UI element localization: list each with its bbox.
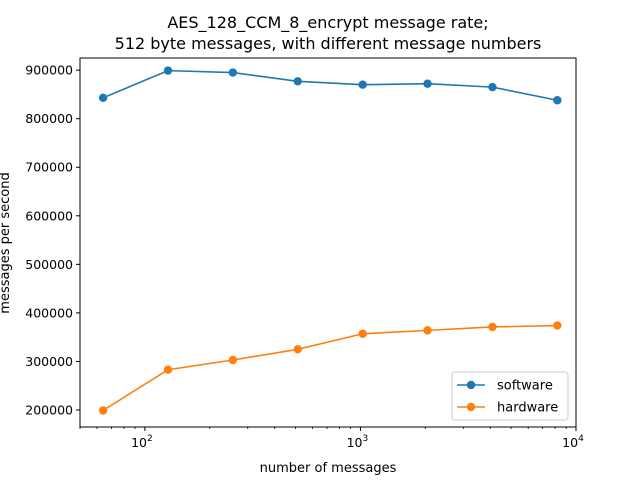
x-tick-base: 10	[562, 435, 578, 450]
data-point-software	[358, 80, 367, 89]
x-tick-exponent: 4	[578, 434, 584, 444]
y-axis-ticks: 200000 300000 400000 500000 600000 700000 8000…	[25, 63, 80, 418]
y-tick-label: 400000	[25, 305, 73, 320]
x-tick-label: 103	[347, 434, 369, 450]
data-point-software	[98, 93, 108, 103]
data-point-software	[163, 66, 173, 75]
data-point-hardware	[228, 355, 238, 365]
data-point-hardware	[488, 322, 497, 332]
y-tick-label: 900000	[25, 63, 73, 78]
y-tick-label: 300000	[25, 354, 73, 369]
series-line-software	[102, 69, 558, 102]
legend-label-hardware: hardware	[497, 401, 558, 416]
data-point-hardware	[553, 321, 562, 330]
data-point-hardware	[163, 365, 173, 374]
chart-title-line2: 512 byte messages, with different messag…	[115, 34, 542, 53]
legend: software hardware	[451, 371, 569, 421]
x-tick-exponent: 2	[147, 434, 153, 444]
y-tick-label: 700000	[25, 160, 73, 175]
x-tick-exponent: 3	[363, 434, 369, 444]
data-point-software	[553, 96, 562, 105]
legend-box	[451, 371, 569, 421]
series-line-hardware	[102, 324, 558, 412]
legend-label-software: software	[497, 379, 553, 394]
legend-marker-hardware	[466, 402, 476, 412]
y-tick-label: 500000	[25, 257, 73, 272]
data-point-hardware	[423, 326, 432, 335]
data-point-software	[423, 79, 432, 88]
x-tick-label: 102	[131, 434, 153, 450]
y-tick-label: 800000	[25, 111, 73, 126]
x-axis-ticks: 102 103 104	[79, 427, 584, 450]
y-axis-label: messages per second	[0, 172, 13, 313]
y-tick-label: 200000	[25, 403, 73, 418]
x-tick-base: 10	[131, 435, 147, 450]
y-tick-label: 600000	[25, 208, 73, 223]
chart-title-line1: AES_128_CCM_8_encrypt message rate;	[167, 13, 488, 33]
x-axis-label: number of messages	[260, 461, 397, 476]
data-point-hardware	[98, 406, 108, 415]
series-layer	[98, 66, 562, 415]
data-point-hardware	[293, 345, 302, 354]
data-point-software	[228, 68, 238, 77]
data-point-software	[488, 82, 497, 92]
data-point-hardware	[358, 329, 367, 338]
data-point-software	[293, 77, 302, 86]
plot-area-frame	[79, 57, 577, 428]
legend-marker-software	[466, 380, 476, 390]
x-tick-base: 10	[347, 435, 363, 450]
x-tick-label: 104	[562, 434, 584, 450]
